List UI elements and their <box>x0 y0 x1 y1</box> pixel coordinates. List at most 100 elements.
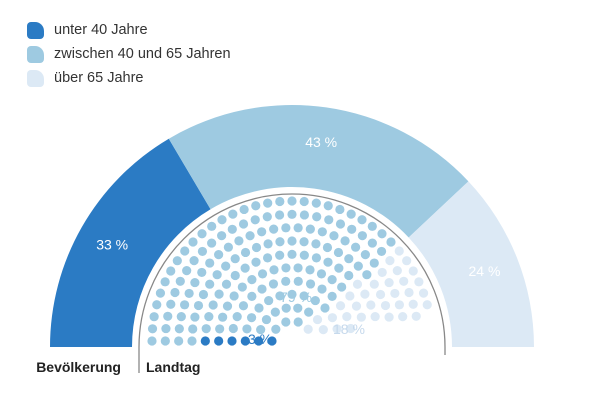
seat-dot-over-65 <box>335 301 346 311</box>
seat-dot-over-65 <box>327 313 338 323</box>
seat-dot-40-to-65 <box>254 303 264 313</box>
seat-dot-over-65 <box>303 324 313 334</box>
seat-dot-40-to-65 <box>238 301 249 311</box>
seat-dot-40-to-65 <box>189 256 199 266</box>
seat-dot-40-to-65 <box>234 236 244 246</box>
seat-dot-over-65 <box>422 300 432 310</box>
seat-dot-40-to-65 <box>287 196 297 206</box>
seat-dot-over-65 <box>346 323 356 334</box>
seat-dot-40-to-65 <box>180 246 190 256</box>
seat-dot-40-to-65 <box>149 312 159 322</box>
seat-dot-40-to-65 <box>187 336 197 346</box>
seat-dot-40-to-65 <box>228 323 238 334</box>
outer-segment-over-65 <box>408 181 534 347</box>
seat-dot-40-to-65 <box>239 204 249 215</box>
seat-dot-over-65 <box>411 311 421 321</box>
seat-dot-40-to-65 <box>299 291 309 301</box>
seat-dot-40-to-65 <box>197 246 208 257</box>
seat-dot-40-to-65 <box>161 323 171 334</box>
legend-swatch-over-65 <box>27 69 44 87</box>
legend-swatch-under-40 <box>27 21 44 39</box>
seat-dot-over-65 <box>377 267 387 278</box>
seat-dot-40-to-65 <box>184 288 194 299</box>
seat-dot-40-to-65 <box>262 253 273 263</box>
seat-dot-40-to-65 <box>172 256 182 266</box>
seat-dot-40-to-65 <box>256 324 266 335</box>
seat-dot-40-to-65 <box>357 215 367 225</box>
seat-dot-40-to-65 <box>287 289 297 299</box>
seat-dot-40-to-65 <box>228 209 238 219</box>
seat-dot-40-to-65 <box>175 276 185 286</box>
divider-arc <box>138 193 446 373</box>
seat-dot-40-to-65 <box>367 238 377 248</box>
seat-dot-over-65 <box>399 276 409 286</box>
seat-dot-40-to-65 <box>214 250 224 260</box>
outer-value-label-under-40: 33 % <box>96 236 128 252</box>
legend-item-over-65: über 65 Jahre <box>27 66 231 90</box>
seat-dot-40-to-65 <box>197 229 207 239</box>
seat-dot-over-65 <box>414 277 424 287</box>
seat-dot-40-to-65 <box>324 215 334 225</box>
seat-dot-40-to-65 <box>182 266 192 276</box>
seat-dot-40-to-65 <box>346 209 356 219</box>
seat-dot-40-to-65 <box>293 317 303 327</box>
seat-dot-40-to-65 <box>208 300 218 310</box>
seat-dot-40-to-65 <box>311 198 321 208</box>
seat-dot-40-to-65 <box>152 300 162 310</box>
seat-dot-40-to-65 <box>201 324 211 334</box>
seat-dot-40-to-65 <box>232 311 242 322</box>
seat-dot-under-40 <box>227 336 237 346</box>
seat-dot-40-to-65 <box>337 282 347 292</box>
seat-dot-over-65 <box>352 279 363 289</box>
seat-dot-40-to-65 <box>377 229 387 239</box>
seat-dot-40-to-65 <box>299 237 309 247</box>
seat-dot-40-to-65 <box>357 231 367 241</box>
seat-dot-40-to-65 <box>367 221 377 231</box>
label-landtag: Landtag <box>146 359 200 375</box>
seat-dot-40-to-65 <box>174 336 184 346</box>
inner-value-labels: 3 % 79 % 18 % <box>248 289 365 347</box>
legend-label-under-40: unter 40 Jahre <box>54 22 148 38</box>
seat-dot-40-to-65 <box>275 196 285 207</box>
seat-dot-40-to-65 <box>230 254 240 264</box>
seat-dot-40-to-65 <box>190 277 200 288</box>
outer-value-label-40-to-65: 43 % <box>305 134 337 150</box>
seat-dot-under-40 <box>200 336 210 346</box>
seat-dot-40-to-65 <box>197 267 207 278</box>
seat-dot-40-to-65 <box>205 258 215 268</box>
seat-dot-40-to-65 <box>329 231 339 241</box>
seat-dot-40-to-65 <box>188 237 198 247</box>
seat-dot-40-to-65 <box>257 269 268 279</box>
seat-dot-40-to-65 <box>212 270 222 280</box>
inner-value-label-over-65: 18 % <box>333 321 365 337</box>
seat-dot-40-to-65 <box>299 250 309 260</box>
seat-dot-40-to-65 <box>293 303 303 313</box>
seat-dot-over-65 <box>369 279 379 289</box>
seat-dot-over-65 <box>390 288 400 299</box>
legend: unter 40 Jahre zwischen 40 und 65 Jahren… <box>27 18 231 90</box>
seat-dot-over-65 <box>404 287 414 298</box>
seat-dot-40-to-65 <box>386 237 396 247</box>
seat-dot-40-to-65 <box>214 289 224 299</box>
seat-dot-40-to-65 <box>261 314 272 325</box>
seat-dot-40-to-65 <box>323 257 333 267</box>
seat-dot-40-to-65 <box>240 263 250 273</box>
seat-dot-40-to-65 <box>271 324 281 334</box>
seat-dot-40-to-65 <box>242 324 252 334</box>
seat-dot-40-to-65 <box>250 215 260 225</box>
seat-dot-40-to-65 <box>323 201 333 211</box>
seat-dot-over-65 <box>394 246 404 256</box>
seat-dot-40-to-65 <box>166 266 176 276</box>
seat-dot-40-to-65 <box>223 242 233 252</box>
seat-dot-over-65 <box>380 300 391 311</box>
seat-dot-40-to-65 <box>147 324 158 334</box>
seat-dot-40-to-65 <box>287 249 297 259</box>
seat-dot-40-to-65 <box>270 307 280 317</box>
seat-dot-over-65 <box>375 289 386 300</box>
seat-dot-40-to-65 <box>305 279 316 289</box>
seat-dot-40-to-65 <box>274 210 285 220</box>
seat-dot-under-40 <box>254 336 264 346</box>
outer-segment-under-40 <box>50 138 211 347</box>
seat-dot-40-to-65 <box>344 254 354 264</box>
